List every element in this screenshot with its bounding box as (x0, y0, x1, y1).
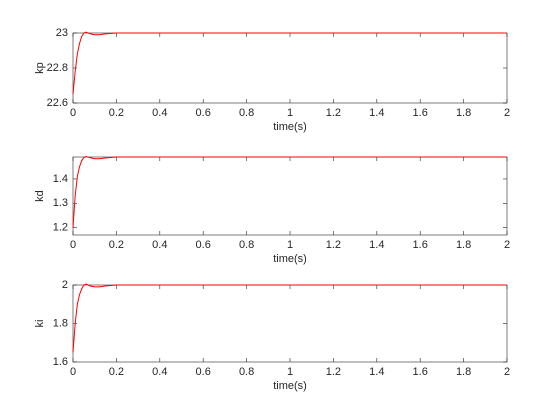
x-tick-label: 1 (287, 107, 293, 119)
data-line (72, 155, 507, 228)
axes-box (72, 32, 508, 104)
x-tick-label: 0 (70, 239, 76, 251)
x-tick-label: 1.4 (369, 366, 384, 378)
x-tick-label: 0 (70, 366, 76, 378)
x-tick-label: 1.8 (456, 239, 471, 251)
x-tick-label: 1 (287, 366, 293, 378)
x-tick-label: 2 (504, 366, 510, 378)
data-line (72, 283, 507, 353)
x-tick-label: 0.4 (152, 239, 167, 251)
x-tick-label: 1.8 (456, 366, 471, 378)
x-tick-label: 1.6 (413, 239, 428, 251)
x-tick-label: 1 (287, 239, 293, 251)
x-tick-label: 0.4 (152, 107, 167, 119)
x-tick-label: 1.6 (413, 366, 428, 378)
x-tick-label: 1.2 (326, 366, 341, 378)
y-tick-label: 22.6 (47, 97, 68, 109)
x-tick-label: 0.4 (152, 366, 167, 378)
x-axis-label: time(s) (273, 380, 307, 392)
y-tick-label: 23 (56, 27, 68, 39)
y-tick-label: 2 (62, 279, 68, 291)
x-tick-label: 0.8 (239, 366, 254, 378)
axes-box (72, 284, 508, 363)
y-tick-label: 22.8 (47, 62, 68, 74)
x-tick-label: 2 (504, 239, 510, 251)
x-tick-label: 0.8 (239, 107, 254, 119)
y-tick-label: 1.8 (53, 317, 68, 329)
x-tick-label: 1.4 (369, 107, 384, 119)
y-axis-label: kd (34, 190, 46, 202)
axes-box (72, 156, 508, 236)
x-tick-label: 0 (70, 107, 76, 119)
x-tick-label: 1.2 (326, 107, 341, 119)
x-axis-label: time(s) (273, 121, 307, 133)
x-tick-label: 0.6 (196, 107, 211, 119)
x-tick-label: 0.6 (196, 239, 211, 251)
data-line (72, 31, 507, 95)
x-tick-label: 1.6 (413, 107, 428, 119)
x-tick-label: 0.2 (109, 107, 124, 119)
x-tick-label: 0.8 (239, 239, 254, 251)
y-axis-label: kp (34, 62, 46, 74)
x-tick-label: 0.2 (109, 366, 124, 378)
y-tick-label: 1.4 (53, 173, 68, 185)
y-tick-label: 1.6 (53, 356, 68, 368)
x-tick-label: 1.4 (369, 239, 384, 251)
y-axis-label: ki (34, 320, 46, 328)
x-tick-label: 0.6 (196, 366, 211, 378)
x-tick-label: 1.8 (456, 107, 471, 119)
x-tick-label: 2 (504, 107, 510, 119)
y-tick-label: 1.3 (53, 197, 68, 209)
x-tick-label: 1.2 (326, 239, 341, 251)
x-tick-label: 0.2 (109, 239, 124, 251)
y-tick-label: 1.2 (53, 222, 68, 234)
x-axis-label: time(s) (273, 253, 307, 265)
